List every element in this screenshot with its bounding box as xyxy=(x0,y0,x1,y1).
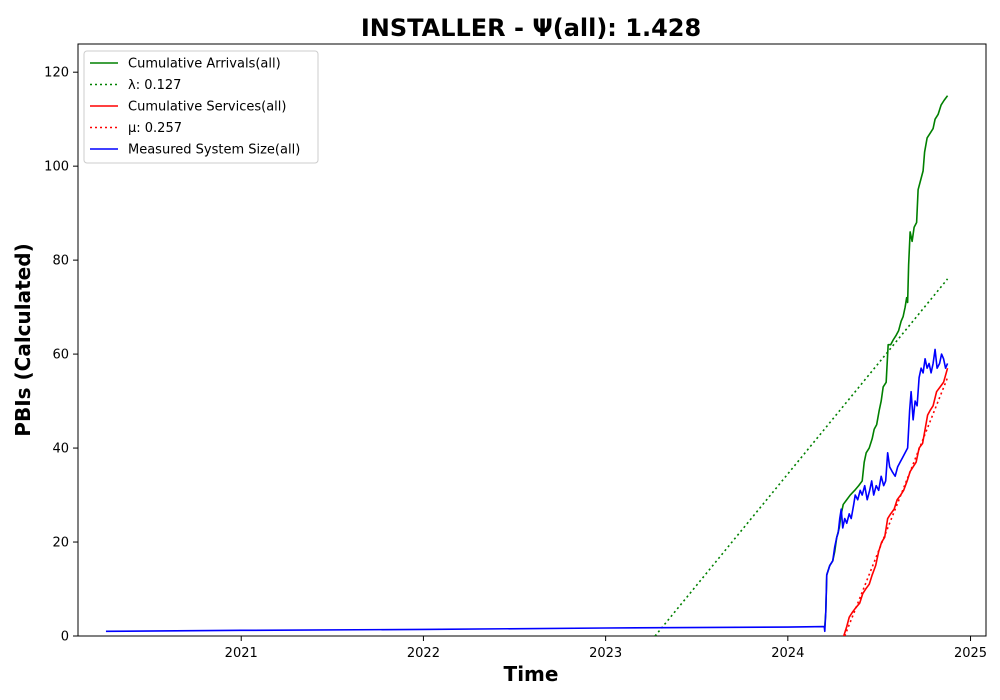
y-tick-label: 80 xyxy=(52,254,69,269)
x-tick-label: 2024 xyxy=(771,646,804,661)
x-axis-title: Time xyxy=(504,662,559,686)
legend-box xyxy=(83,50,319,164)
series-line-cumulative-arrivals-all xyxy=(823,95,949,627)
x-tick-label: 2022 xyxy=(407,646,440,661)
y-axis: 0 20 40 60 80 100 120 xyxy=(44,66,78,645)
x-tick-label: 2021 xyxy=(225,646,258,661)
series-layer xyxy=(105,95,949,636)
legend-label-measured-system-size-all: Measured System Size(all) xyxy=(128,143,300,158)
legend-label-cumulative-arrivals-all: Cumulative Arrivals(all) xyxy=(128,57,281,72)
legend-label-cumulative-services-all: Cumulative Services(all) xyxy=(128,100,286,115)
legend-label-0-257: μ: 0.257 xyxy=(128,121,182,136)
x-tick-label: 2025 xyxy=(954,646,987,661)
y-tick-label: 20 xyxy=(52,536,69,551)
plot-frame xyxy=(77,43,987,637)
series-line-0-127 xyxy=(654,278,949,636)
y-tick-label: 60 xyxy=(52,348,69,363)
legend: Cumulative Arrivals(all) λ: 0.127 Cumulati… xyxy=(83,50,319,164)
chart-title: INSTALLER - Ψ(all): 1.428 xyxy=(361,14,701,42)
series-line-cumulative-services-all xyxy=(842,367,949,636)
y-tick-label: 0 xyxy=(61,630,69,645)
x-tick-label: 2023 xyxy=(589,646,622,661)
series-line-measured-system-size-all xyxy=(105,348,949,633)
y-tick-label: 100 xyxy=(44,160,69,175)
y-axis-title: PBIs (Calculated) xyxy=(11,243,35,436)
y-tick-label: 40 xyxy=(52,442,69,457)
x-axis: 2021 2022 2023 2024 2025 xyxy=(225,636,987,661)
y-tick-label: 120 xyxy=(44,66,69,81)
legend-label-0-127: λ: 0.127 xyxy=(128,78,181,93)
series-line-0-257 xyxy=(843,377,949,636)
